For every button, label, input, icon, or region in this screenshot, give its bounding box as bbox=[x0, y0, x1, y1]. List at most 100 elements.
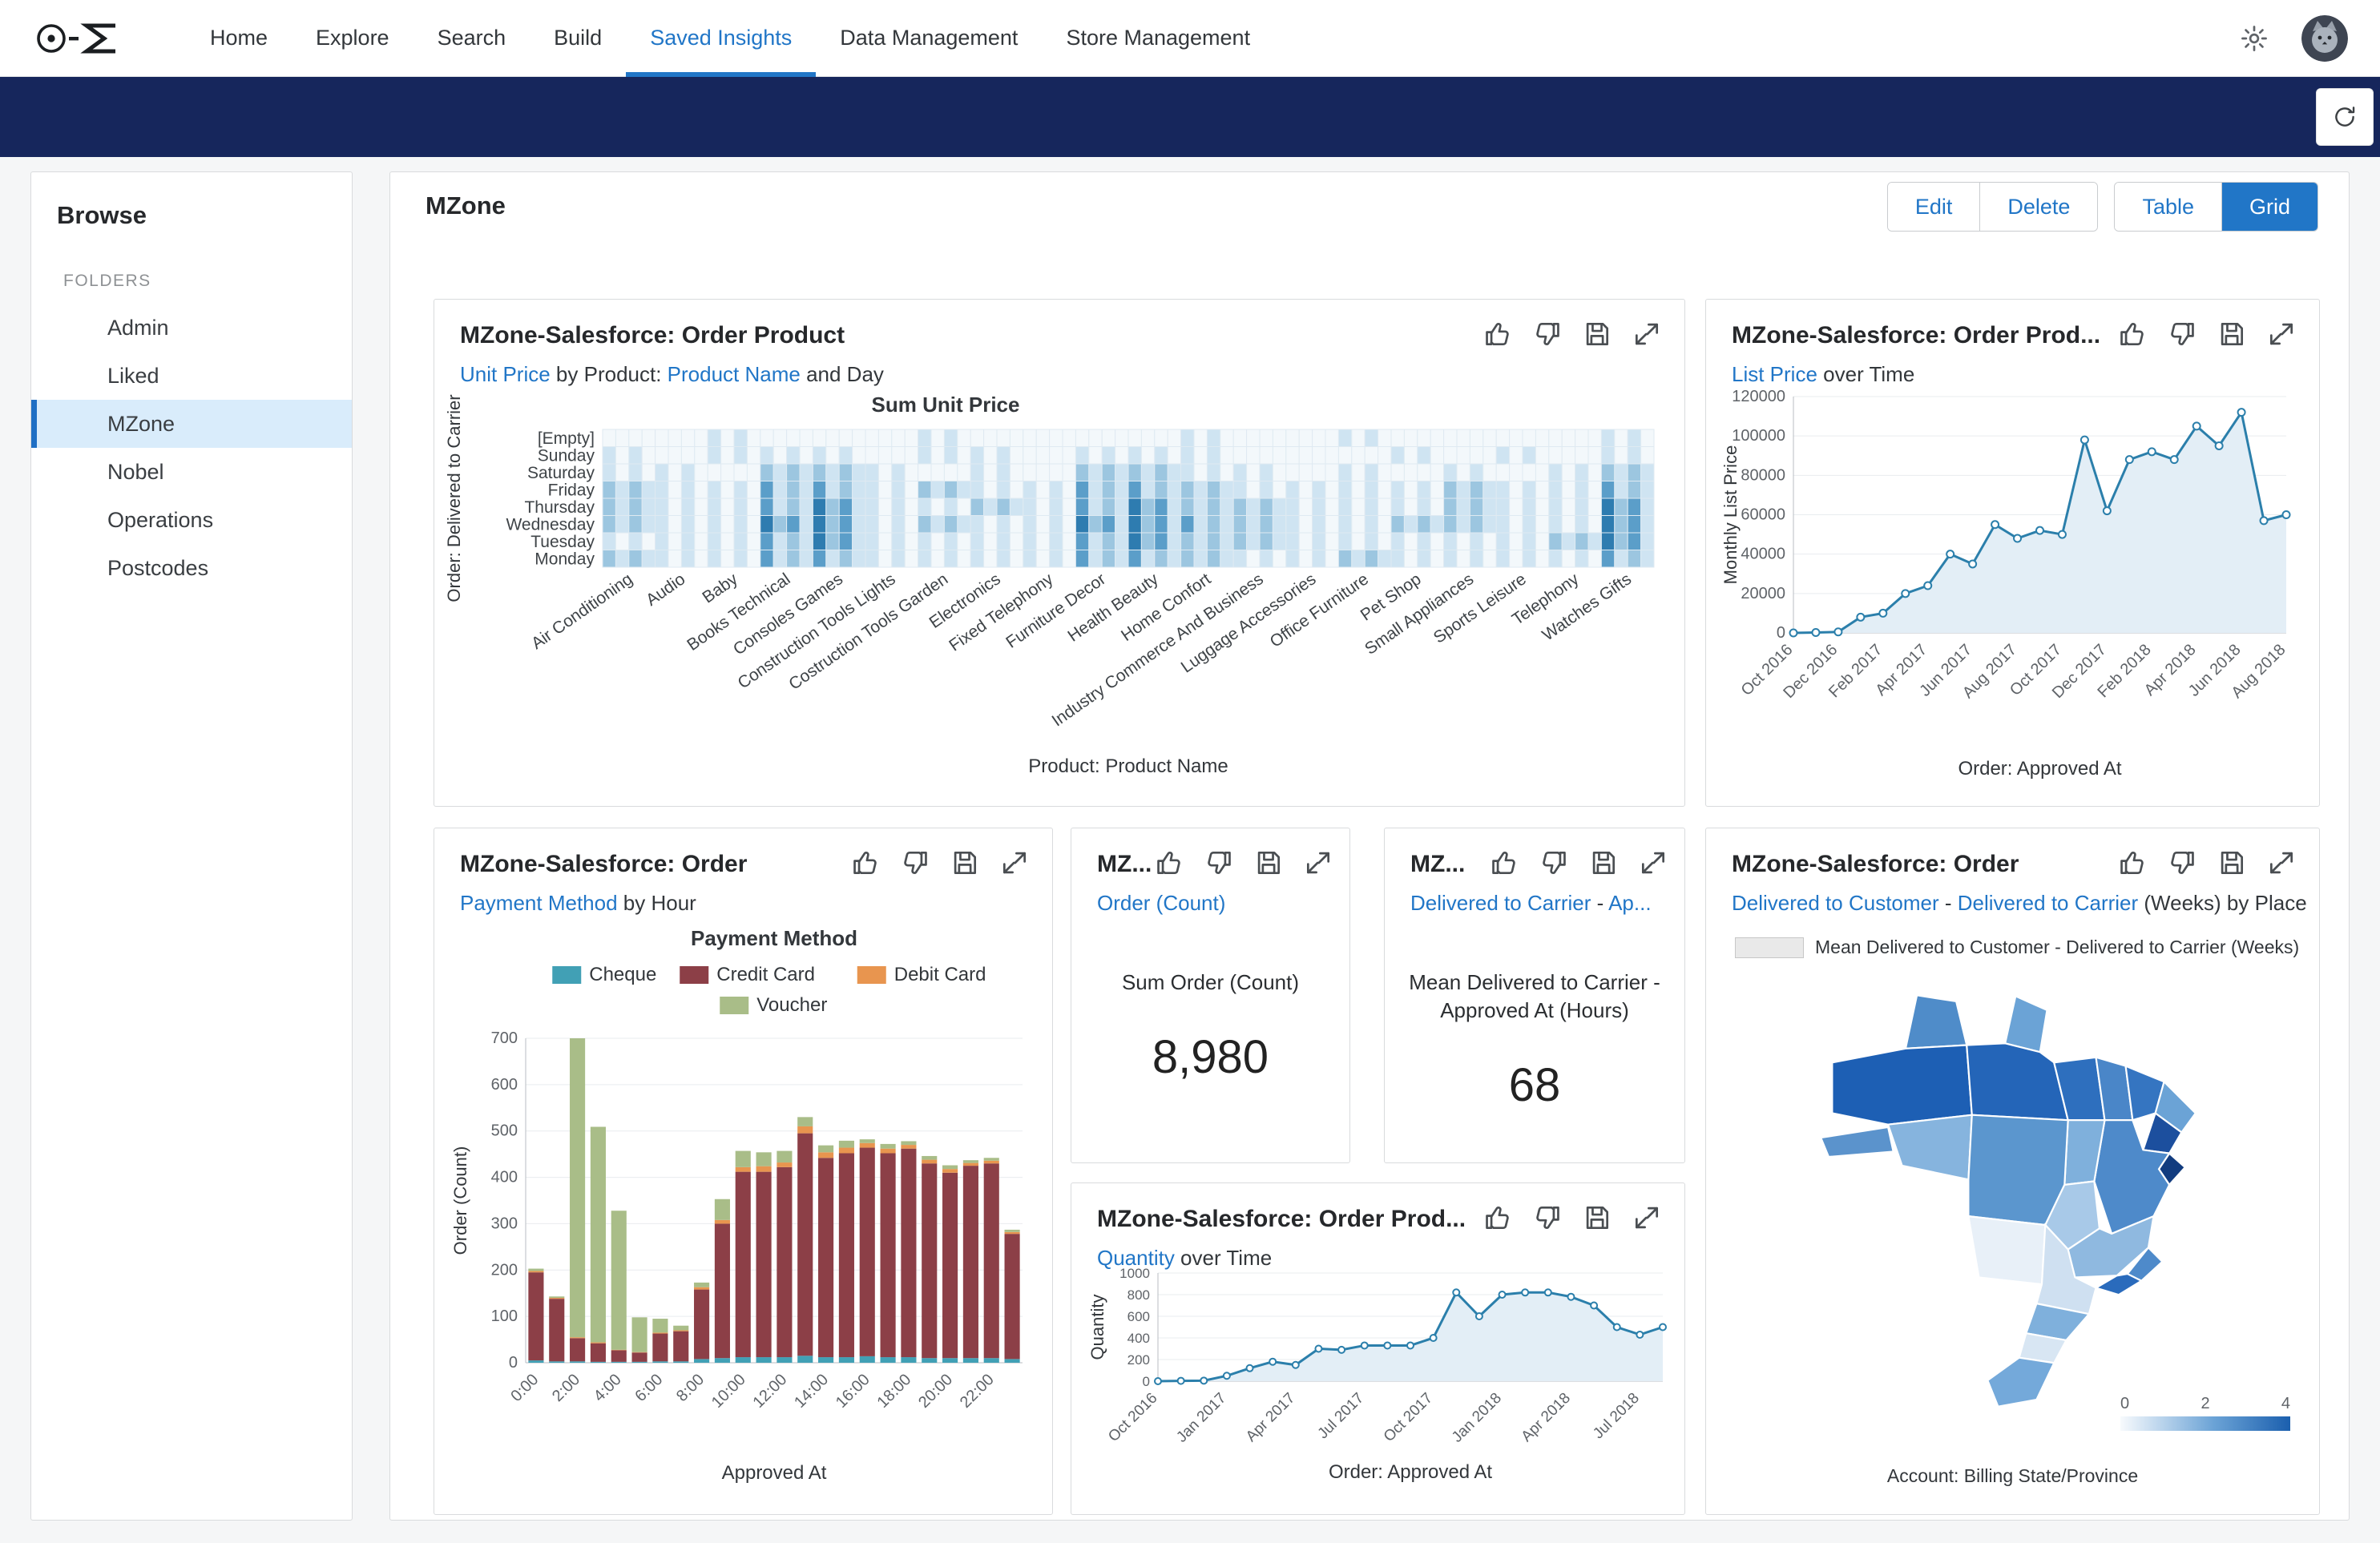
svg-text:Quantity: Quantity bbox=[1087, 1295, 1107, 1360]
kpi-body: Sum Order (Count) 8,980 bbox=[1071, 969, 1349, 1084]
content-area: Browse FOLDERS Admin Liked MZone Nobel Opera… bbox=[0, 157, 2380, 1543]
svg-text:8:00: 8:00 bbox=[673, 1371, 708, 1405]
legend-swatch bbox=[1735, 937, 1804, 958]
subtitle-link[interactable]: Delivered to Carrier bbox=[1410, 891, 1591, 915]
svg-text:Cheque: Cheque bbox=[589, 964, 656, 985]
folder-list: Admin Liked MZone Nobel Operations Postcodes bbox=[31, 304, 352, 592]
thumbs-up-icon[interactable] bbox=[1154, 848, 1184, 878]
save-icon[interactable] bbox=[2217, 848, 2247, 878]
card-subtitle: Delivered to Carrier - Ap... bbox=[1385, 891, 1684, 916]
thumbs-up-icon[interactable] bbox=[1482, 319, 1513, 349]
nav-item-store-management[interactable]: Store Management bbox=[1066, 26, 1251, 50]
app-logo[interactable] bbox=[32, 18, 135, 59]
thumbs-down-icon[interactable] bbox=[2167, 319, 2197, 349]
card-actions bbox=[850, 848, 1030, 878]
subtitle-link[interactable]: Payment Method bbox=[460, 891, 618, 915]
thumbs-up-icon[interactable] bbox=[2117, 319, 2148, 349]
sidebar-item-postcodes[interactable]: Postcodes bbox=[107, 555, 209, 580]
subtitle-link[interactable]: Unit Price bbox=[460, 362, 551, 386]
expand-icon[interactable] bbox=[2266, 848, 2297, 878]
thumbs-down-icon[interactable] bbox=[1532, 319, 1563, 349]
subtitle-text: over Time bbox=[1817, 362, 1915, 386]
save-icon[interactable] bbox=[1253, 848, 1284, 878]
expand-icon[interactable] bbox=[1303, 848, 1333, 878]
top-nav: Home Explore Search Build Saved Insights Data… bbox=[0, 0, 2380, 77]
scale-gradient bbox=[2120, 1416, 2290, 1431]
edit-button[interactable]: Edit bbox=[1887, 183, 1980, 231]
thumbs-up-icon[interactable] bbox=[1489, 848, 1519, 878]
grid-view-button[interactable]: Grid bbox=[2221, 183, 2317, 231]
logo-icon bbox=[37, 23, 115, 53]
nav-item-search[interactable]: Search bbox=[437, 26, 506, 50]
nav-item-data-management[interactable]: Data Management bbox=[840, 26, 1019, 50]
view-toggle-group: Table Grid bbox=[2114, 182, 2318, 232]
svg-text:Monthly List Price: Monthly List Price bbox=[1720, 445, 1741, 585]
subtitle-link[interactable]: List Price bbox=[1732, 362, 1817, 386]
save-icon[interactable] bbox=[1588, 848, 1619, 878]
nav-item-build[interactable]: Build bbox=[554, 26, 603, 50]
nav-item-saved-insights[interactable]: Saved Insights bbox=[626, 0, 816, 77]
kpi-value: 68 bbox=[1508, 1059, 1561, 1112]
user-avatar[interactable] bbox=[2301, 14, 2348, 62]
subtitle-link[interactable]: Delivered to Customer bbox=[1732, 891, 1939, 915]
svg-text:Product: Product Name: Product: Product Name bbox=[1028, 755, 1228, 777]
svg-text:Baby: Baby bbox=[699, 570, 741, 607]
expand-icon[interactable] bbox=[999, 848, 1030, 878]
sidebar-item-mzone[interactable]: MZone bbox=[31, 400, 352, 448]
nav-item-explore[interactable]: Explore bbox=[316, 26, 389, 50]
subtitle-link[interactable]: Product Name bbox=[667, 362, 801, 386]
expand-icon[interactable] bbox=[1638, 848, 1668, 878]
svg-text:Health Beauty: Health Beauty bbox=[1064, 570, 1162, 646]
nav-item-home[interactable]: Home bbox=[210, 26, 268, 50]
svg-text:4:00: 4:00 bbox=[591, 1371, 625, 1405]
expand-icon[interactable] bbox=[1632, 1203, 1662, 1233]
edit-delete-group: Edit Delete bbox=[1886, 182, 2099, 232]
svg-text:20:00: 20:00 bbox=[915, 1371, 956, 1412]
svg-text:Debit Card: Debit Card bbox=[894, 964, 986, 985]
sidebar-item-liked[interactable]: Liked bbox=[107, 363, 159, 388]
svg-text:Approved At: Approved At bbox=[722, 1462, 827, 1484]
kpi-label: Mean Delivered to Carrier - Approved At … bbox=[1409, 970, 1660, 1023]
svg-text:Sum Unit Price: Sum Unit Price bbox=[872, 393, 1020, 417]
svg-text:1000: 1000 bbox=[1119, 1266, 1150, 1281]
save-icon[interactable] bbox=[1582, 319, 1612, 349]
table-view-button[interactable]: Table bbox=[2115, 183, 2221, 231]
svg-text:Order: Approved At: Order: Approved At bbox=[1958, 758, 2121, 780]
svg-text:800: 800 bbox=[1127, 1287, 1150, 1303]
insight-card-order-product-heatmap: MZone-Salesforce: Order Product Unit Pri… bbox=[434, 299, 1685, 807]
subtitle-link[interactable]: Delivered to Carrier bbox=[1957, 891, 2139, 915]
settings-gear-icon[interactable] bbox=[2239, 23, 2269, 54]
card-subtitle: List Price over Time bbox=[1706, 362, 2319, 387]
save-icon[interactable] bbox=[950, 848, 980, 878]
save-icon[interactable] bbox=[1582, 1203, 1612, 1233]
thumbs-down-icon[interactable] bbox=[2167, 848, 2197, 878]
subtitle-link[interactable]: Order (Count) bbox=[1097, 891, 1226, 915]
svg-text:Watches Gifts: Watches Gifts bbox=[1539, 570, 1635, 644]
thumbs-down-icon[interactable] bbox=[900, 848, 930, 878]
thumbs-up-icon[interactable] bbox=[1482, 1203, 1513, 1233]
sidebar-item-nobel[interactable]: Nobel bbox=[107, 459, 164, 484]
thumbs-up-icon[interactable] bbox=[2117, 848, 2148, 878]
map-legend: Mean Delivered to Customer - Delivered t… bbox=[1722, 937, 2319, 958]
main-nav: Home Explore Search Build Saved Insights Data… bbox=[186, 0, 1274, 77]
sidebar-item-admin[interactable]: Admin bbox=[107, 315, 169, 340]
subtitle-link[interactable]: Quantity bbox=[1097, 1246, 1175, 1270]
expand-icon[interactable] bbox=[2266, 319, 2297, 349]
expand-icon[interactable] bbox=[1632, 319, 1662, 349]
svg-text:20000: 20000 bbox=[1741, 585, 1785, 602]
subtitle-link[interactable]: Ap... bbox=[1608, 891, 1652, 915]
sidebar-item-operations[interactable]: Operations bbox=[107, 507, 214, 532]
svg-text:400: 400 bbox=[1127, 1331, 1150, 1346]
thumbs-down-icon[interactable] bbox=[1539, 848, 1569, 878]
save-icon[interactable] bbox=[2217, 319, 2247, 349]
thumbs-down-icon[interactable] bbox=[1532, 1203, 1563, 1233]
delete-button[interactable]: Delete bbox=[1979, 183, 2098, 231]
thumbs-up-icon[interactable] bbox=[850, 848, 881, 878]
card-subtitle: Delivered to Customer - Delivered to Car… bbox=[1706, 891, 2319, 916]
card-actions bbox=[2117, 848, 2297, 878]
scale-mid: 2 bbox=[2200, 1395, 2210, 1412]
refresh-button[interactable] bbox=[2316, 88, 2374, 146]
thumbs-down-icon[interactable] bbox=[1204, 848, 1234, 878]
svg-text:200: 200 bbox=[1127, 1352, 1150, 1368]
svg-text:16:00: 16:00 bbox=[833, 1371, 873, 1412]
